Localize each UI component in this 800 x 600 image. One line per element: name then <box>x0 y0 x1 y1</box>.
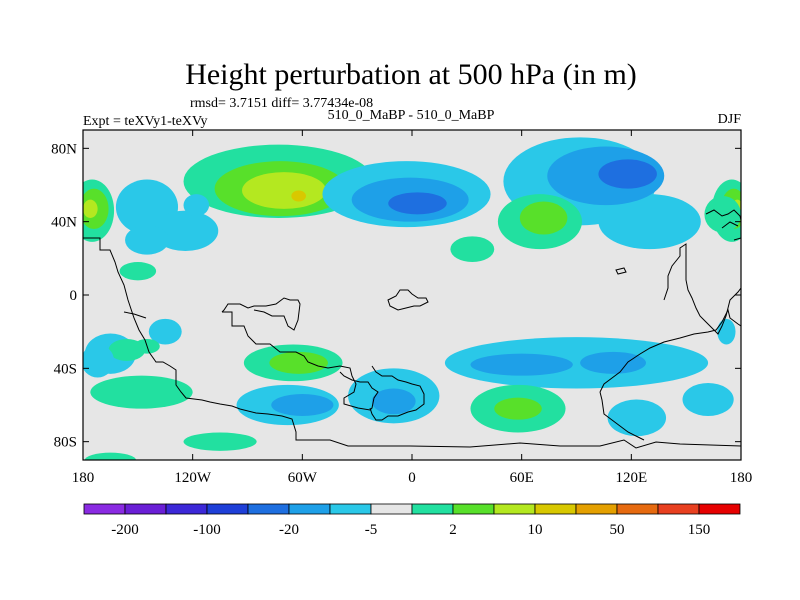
colorbar-label: -200 <box>111 522 139 538</box>
colorbar-swatch <box>411 503 454 515</box>
contour-region-pos1-44 <box>84 452 136 460</box>
colorbar-label: 150 <box>688 522 711 538</box>
x-tick-label: 120W <box>174 470 212 486</box>
colorbar-swatch <box>329 503 372 515</box>
contour-region-neg1-19 <box>598 194 701 250</box>
contour-region-neg2-34 <box>271 394 334 416</box>
colorbar-swatch <box>247 503 290 515</box>
contour-fill-layer <box>83 137 741 460</box>
right-label: DJF <box>718 112 742 127</box>
contour-region-neg1-11 <box>152 210 219 251</box>
contour-region-neg1-46 <box>682 383 734 416</box>
coastline-asia-east <box>663 243 741 335</box>
colorbar-label: -20 <box>279 522 299 538</box>
x-tick-label: 60E <box>510 470 534 486</box>
colorbar-swatch <box>698 503 741 515</box>
coastline-americas <box>83 237 741 449</box>
coastline-australia <box>599 308 741 393</box>
colorbar-label: 10 <box>528 522 543 538</box>
contour-region-pos1-25 <box>704 196 741 233</box>
y-tick-label: 40N <box>51 215 77 231</box>
contour-region-neg1-37 <box>444 337 709 389</box>
contour-region-pos2-41 <box>494 397 542 420</box>
contour-region-neg1-28 <box>717 318 736 345</box>
coastline-south-america <box>222 311 379 411</box>
x-tick-label: 120E <box>615 470 647 486</box>
x-tick-label: 180 <box>72 470 95 486</box>
contour-region-pos1-24 <box>450 236 495 262</box>
coastline-africa-north <box>387 289 429 311</box>
x-tick-label: 0 <box>408 470 416 486</box>
contour-region-pos1-43 <box>183 432 257 451</box>
colorbar-swatch <box>206 503 249 515</box>
colorbar-swatch <box>288 503 331 515</box>
contour-region-neg2-36 <box>371 388 416 415</box>
coastline-northwest <box>123 311 147 319</box>
contour-region-pos3-6 <box>83 199 98 218</box>
contour-region-pos3-2 <box>242 172 327 209</box>
colorbar: -200 -100 -20 -5 2 10 50 150 <box>83 503 741 538</box>
colorbar-swatch <box>534 503 577 515</box>
contour-region-pos4-3 <box>291 190 306 202</box>
colorbar-label: 2 <box>449 522 457 538</box>
colorbar-swatch <box>657 503 700 515</box>
y-tick-label: 80S <box>54 435 77 451</box>
coastline-layer <box>83 209 741 449</box>
colorbar-swatch <box>493 503 536 515</box>
colorbar-swatch <box>452 503 495 515</box>
coastline-antarctic-east <box>599 391 645 441</box>
colorbar-swatch <box>575 503 618 515</box>
colorbar-label: -100 <box>193 522 221 538</box>
center-label: 510_0_MaBP - 510_0_MaBP <box>328 108 495 123</box>
colorbar-swatch <box>370 503 413 515</box>
left-label: Expt = teXVy1-teXVy <box>83 114 208 129</box>
x-tick-label: 180 <box>730 470 753 486</box>
contour-region-neg1-13 <box>183 194 210 217</box>
stats-line: rmsd= 3.7151 diff= 3.77434e-08 <box>190 96 373 111</box>
contour-region-pos2-23 <box>519 201 568 235</box>
contour-region-pos1-31 <box>90 375 193 409</box>
contour-region-neg1-26 <box>148 318 182 345</box>
axis-ticks: 180 120W 60W 0 60E 120E 180 80N 40N 0 40S 80S <box>51 130 752 486</box>
colorbar-label: 50 <box>610 522 625 538</box>
coastline-north-america-west <box>221 297 301 331</box>
colorbar-swatch <box>165 503 208 515</box>
coastline-africa <box>369 365 425 421</box>
y-tick-label: 80N <box>51 141 77 157</box>
contour-region-neg1-12 <box>125 225 169 255</box>
contour-region-pos1-14 <box>119 262 157 281</box>
contour-region-neg1-42 <box>607 399 667 437</box>
contour-region-neg3-17 <box>388 192 447 215</box>
contour-region-neg1-47 <box>83 344 115 378</box>
colorbar-swatch <box>616 503 659 515</box>
x-tick-label: 60W <box>288 470 318 486</box>
chart-title: Height perturbation at 500 hPa (in m) <box>185 58 637 91</box>
coastline-island <box>615 267 627 275</box>
contour-region-neg3-21 <box>598 159 657 189</box>
y-tick-label: 40S <box>54 361 77 377</box>
colorbar-swatch <box>124 503 167 515</box>
contour-region-neg2-38 <box>470 353 573 376</box>
contour-region-neg2-39 <box>580 351 646 374</box>
contour-region-pos2-30 <box>269 351 328 374</box>
colorbar-label: -5 <box>365 522 378 538</box>
coastline-maritime <box>705 209 741 241</box>
y-tick-label: 0 <box>70 288 78 304</box>
colorbar-swatch <box>83 503 126 515</box>
